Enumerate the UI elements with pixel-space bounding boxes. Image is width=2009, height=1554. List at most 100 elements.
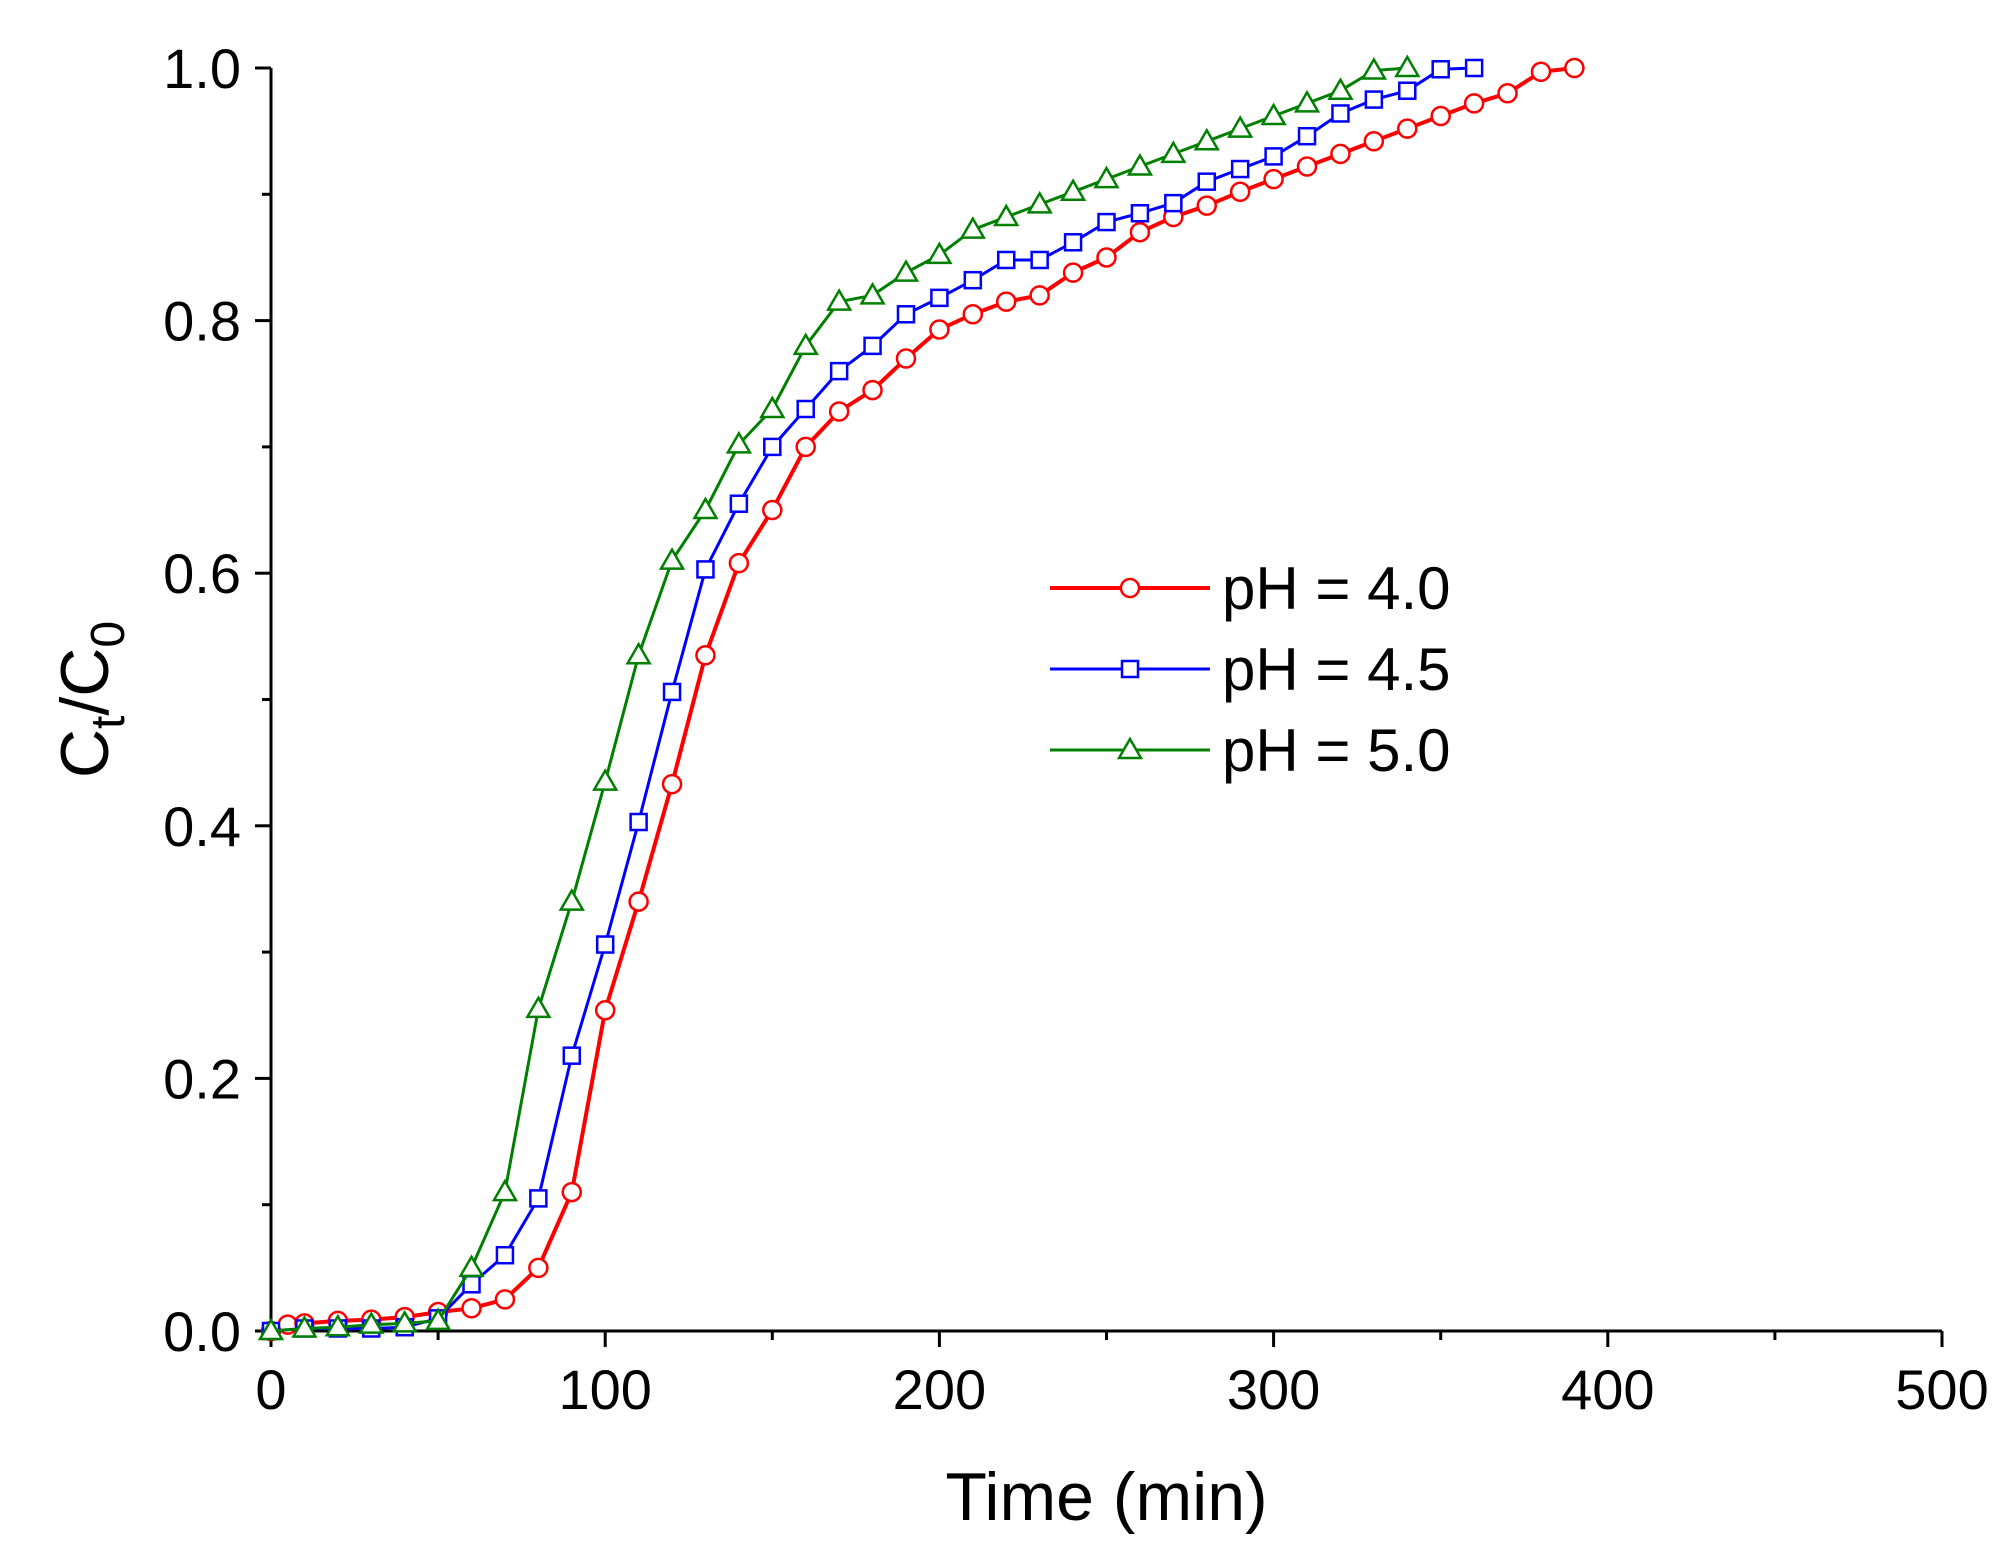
data-point <box>729 494 749 513</box>
data-point <box>795 436 816 458</box>
data-point <box>1062 262 1084 283</box>
y-axis-title-sub1: t <box>82 716 135 729</box>
data-point <box>562 1046 582 1065</box>
legend-label: pH = 4.0 <box>1222 555 1451 622</box>
data-point <box>1360 57 1388 80</box>
data-point <box>1430 105 1451 127</box>
data-point <box>829 361 849 381</box>
data-point <box>996 250 1016 270</box>
series-square <box>261 58 1484 1341</box>
data-point <box>658 547 686 570</box>
data-point <box>930 288 949 308</box>
data-point <box>1497 83 1518 104</box>
data-point <box>863 336 882 356</box>
x-tick-label: 100 <box>558 1358 651 1421</box>
data-point <box>1026 190 1053 214</box>
y-tick-label: 0.0 <box>163 1300 241 1363</box>
data-point <box>324 1313 352 1337</box>
data-point <box>929 319 950 340</box>
data-point <box>1129 221 1151 243</box>
data-point <box>661 773 683 795</box>
series-triangle <box>257 54 1421 1341</box>
x-tick-label: 0 <box>255 1358 286 1421</box>
data-point <box>828 401 850 422</box>
x-axis-title: Time (min) <box>945 1459 1267 1535</box>
data-point <box>1293 89 1321 113</box>
data-point <box>759 395 786 419</box>
y-axis-title-base2: C <box>47 648 123 697</box>
data-point <box>1097 212 1116 232</box>
data-point <box>1330 143 1351 165</box>
data-point <box>594 999 616 1021</box>
data-point <box>1229 181 1251 203</box>
data-point <box>728 552 750 574</box>
data-point <box>558 888 585 911</box>
data-point <box>993 203 1020 227</box>
data-point <box>628 891 649 912</box>
y-axis-title-base1: C <box>47 729 123 778</box>
data-point <box>525 995 552 1019</box>
data-point <box>896 305 916 324</box>
data-point <box>825 288 853 311</box>
data-point <box>796 399 815 419</box>
data-point <box>1297 126 1317 146</box>
data-point <box>595 935 615 954</box>
legend-label: pH = 4.5 <box>1222 636 1451 703</box>
data-point <box>1327 77 1354 100</box>
data-point <box>1564 57 1585 79</box>
data-point <box>561 1181 583 1203</box>
data-point <box>529 1189 548 1208</box>
legend-item: pH = 5.0 <box>1050 717 1451 784</box>
data-point <box>1029 285 1050 306</box>
data-point <box>1227 115 1254 138</box>
data-point <box>1530 61 1552 83</box>
y-tick-label: 0.4 <box>163 795 241 858</box>
x-tick-label: 400 <box>1561 1358 1654 1421</box>
data-point <box>963 270 983 290</box>
data-point <box>1296 156 1318 177</box>
data-point <box>1063 233 1083 252</box>
data-point <box>291 1314 318 1338</box>
data-point <box>762 499 783 521</box>
legend-marker <box>1119 577 1141 599</box>
data-point <box>391 1309 418 1333</box>
data-point <box>1093 165 1120 189</box>
data-point <box>1364 90 1384 109</box>
data-point <box>926 241 953 265</box>
y-tick-label: 1.0 <box>163 37 241 100</box>
y-tick-label: 0.6 <box>163 542 241 605</box>
data-point <box>1164 193 1183 213</box>
data-point <box>1463 93 1485 114</box>
legend-label: pH = 5.0 <box>1222 717 1451 784</box>
y-axis-title: Ct/C0 <box>47 621 135 778</box>
data-point <box>1397 118 1418 139</box>
data-point <box>491 1178 519 1202</box>
x-tick-label: 200 <box>893 1358 986 1421</box>
data-point <box>592 768 619 791</box>
y-tick-label: 0.2 <box>163 1047 241 1110</box>
data-point <box>528 1257 549 1279</box>
data-point <box>629 812 648 832</box>
data-point <box>792 332 819 356</box>
data-point <box>1197 172 1217 191</box>
data-point <box>1193 127 1220 151</box>
x-tick-label: 300 <box>1227 1358 1320 1421</box>
data-point <box>692 496 719 520</box>
legend-marker <box>1120 659 1140 679</box>
data-point <box>1160 140 1187 164</box>
data-point <box>1096 247 1117 268</box>
data-point <box>1464 58 1484 78</box>
data-point <box>1264 147 1283 166</box>
legend-item: pH = 4.0 <box>1050 555 1451 622</box>
data-point <box>1030 250 1049 270</box>
y-axis-title-slash: / <box>47 697 123 716</box>
data-point <box>1263 168 1284 190</box>
data-point <box>358 1311 385 1334</box>
data-point <box>995 291 1017 312</box>
data-point <box>1394 54 1421 78</box>
data-point <box>1059 178 1087 202</box>
data-point <box>895 348 917 369</box>
data-point <box>458 1254 485 1278</box>
data-point <box>1431 60 1450 79</box>
